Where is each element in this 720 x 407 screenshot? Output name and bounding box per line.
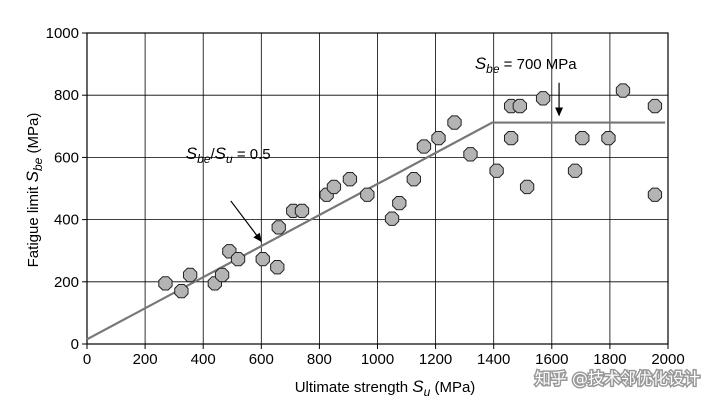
- x-tick-label: 800: [307, 351, 332, 368]
- data-point: [255, 251, 270, 267]
- data-point: [214, 267, 230, 283]
- y-tick-label: 1000: [46, 25, 79, 42]
- data-point: [647, 187, 663, 202]
- x-tick-label: 1600: [535, 351, 568, 368]
- x-tick-label: 0: [83, 351, 91, 368]
- data-point: [174, 283, 189, 299]
- data-point: [416, 139, 432, 154]
- data-points: [158, 83, 663, 299]
- data-point: [431, 130, 446, 146]
- data-point: [503, 130, 519, 146]
- x-tick-label: 1400: [477, 351, 510, 368]
- data-point: [360, 187, 375, 202]
- data-point: [535, 91, 551, 106]
- y-tick-label: 600: [54, 149, 79, 166]
- fit-line: [86, 121, 666, 341]
- data-point: [158, 276, 173, 291]
- x-axis-ticks: 0 200 400 600 800 1000 1200 1400 1600 1800 2000: [83, 344, 685, 368]
- data-point: [182, 267, 198, 283]
- data-point: [647, 98, 663, 114]
- y-axis-ticks: 0 200 400 600 800 1000: [46, 25, 87, 353]
- data-point: [230, 251, 246, 267]
- x-tick-label: 400: [191, 351, 216, 368]
- x-tick-label: 1200: [419, 351, 452, 368]
- data-point: [615, 83, 631, 98]
- data-point: [463, 147, 478, 162]
- x-tick-label: 1800: [593, 351, 626, 368]
- x-tick-label: 600: [249, 351, 274, 368]
- y-tick-label: 200: [54, 274, 79, 291]
- data-point: [489, 163, 504, 178]
- watermark: 知乎 @技术邻优化设计: [533, 368, 701, 390]
- data-point: [342, 172, 358, 187]
- data-point: [406, 172, 421, 187]
- annotation-plateau: Sbe = 700 MPa: [475, 54, 577, 76]
- data-point: [392, 195, 407, 211]
- annotation-arrow: [230, 200, 262, 243]
- svg-text:知乎 @技术邻优化设计: 知乎 @技术邻优化设计: [535, 369, 700, 388]
- x-tick-label: 2000: [651, 351, 684, 368]
- data-point: [271, 220, 286, 235]
- y-tick-label: 0: [71, 336, 79, 353]
- y-tick-label: 800: [54, 87, 79, 104]
- data-point: [384, 211, 400, 226]
- data-point: [326, 179, 342, 195]
- data-point: [601, 130, 616, 146]
- annotations: Sbe/Su = 0.5 Sbe = 700 MPa: [186, 54, 577, 243]
- data-point: [575, 130, 590, 146]
- grid: [87, 33, 668, 344]
- data-point: [270, 260, 285, 275]
- data-point: [447, 115, 462, 130]
- annotation-ratio: Sbe/Su = 0.5: [186, 144, 271, 166]
- x-axis-label: Ultimate strength Su (MPa): [295, 377, 476, 399]
- data-point: [567, 163, 583, 178]
- data-point: [519, 179, 535, 195]
- x-tick-label: 1000: [361, 351, 394, 368]
- data-point: [512, 98, 527, 114]
- x-tick-label: 200: [133, 351, 158, 368]
- y-tick-label: 400: [54, 212, 79, 229]
- data-point: [294, 203, 310, 219]
- y-axis-label: Fatigue limit Sbe (MPa): [23, 113, 45, 268]
